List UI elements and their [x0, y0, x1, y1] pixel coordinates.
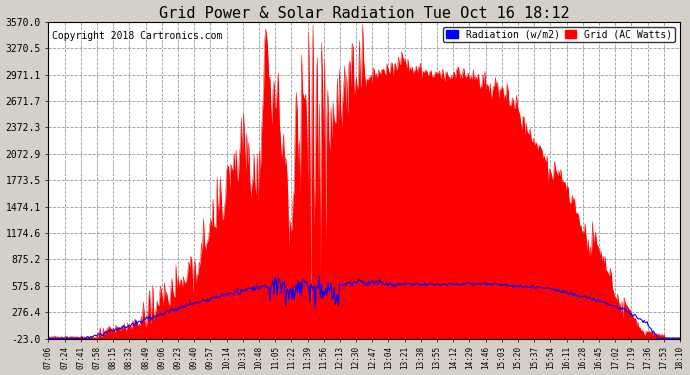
Text: Copyright 2018 Cartronics.com: Copyright 2018 Cartronics.com [52, 31, 222, 41]
Legend: Radiation (w/m2), Grid (AC Watts): Radiation (w/m2), Grid (AC Watts) [444, 27, 675, 42]
Title: Grid Power & Solar Radiation Tue Oct 16 18:12: Grid Power & Solar Radiation Tue Oct 16 … [159, 6, 569, 21]
